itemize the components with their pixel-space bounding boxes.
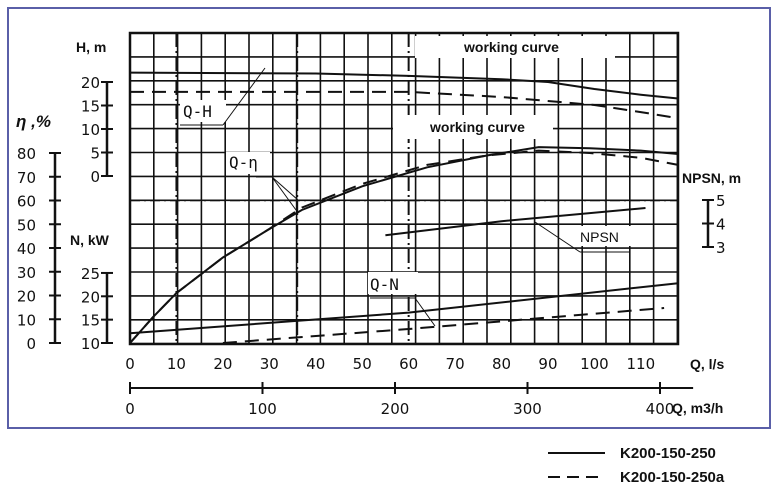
h-axis-label: H, m — [76, 39, 106, 55]
n-axis-label: N, kW — [70, 232, 110, 248]
plot-border — [128, 31, 680, 346]
npsn-axis-label: NPSN, m — [682, 170, 741, 186]
tick-label-npsn: 4 — [716, 216, 726, 234]
tick-label-q-ls: 70 — [446, 355, 465, 373]
grid — [128, 31, 680, 346]
tick-label-q-m3h: 100 — [248, 400, 277, 418]
svg-text:working curve: working curve — [429, 119, 525, 135]
tick-label-q-m3h: 400 — [646, 400, 675, 418]
series-qn-solid — [129, 282, 679, 335]
tick-label-q-ls: 10 — [167, 355, 186, 373]
tick-label-h: 15 — [81, 98, 100, 116]
tick-label-eta: 20 — [17, 288, 36, 306]
tick-label-q-ls: 80 — [492, 355, 511, 373]
tick-label-q-m3h: 0 — [125, 400, 135, 418]
tick-label-h: 20 — [81, 74, 100, 92]
svg-text:Q-N: Q-N — [370, 275, 399, 294]
tick-label-h: 5 — [90, 145, 100, 163]
series-qh-dashed — [130, 90, 679, 120]
tick-label-q-ls: 30 — [260, 355, 279, 373]
tick-label-q-ls: 40 — [306, 355, 325, 373]
svg-text:NPSN: NPSN — [580, 229, 619, 245]
tick-label-n: 15 — [81, 312, 100, 330]
tick-label-n: 20 — [81, 288, 100, 306]
legend-entry-k200-150-250a: K200-150-250a — [620, 469, 725, 486]
tick-label-eta: 30 — [17, 264, 36, 282]
tick-label-h: 10 — [81, 121, 100, 139]
tick-label-eta: 80 — [17, 145, 36, 163]
series-qn-dashed — [222, 307, 665, 344]
tick-label-n: 10 — [81, 335, 100, 353]
label-q-h: Q-H — [180, 67, 266, 126]
label-npsn: NPSN — [534, 221, 634, 253]
tick-label-eta: 60 — [17, 193, 36, 211]
annotation-working-curve-2: working curve — [393, 115, 553, 139]
legend: K200-150-250 K200-150-250a — [548, 445, 725, 486]
series-npsn-solid — [385, 207, 646, 237]
chart-frame — [7, 7, 771, 429]
tick-label-q-ls: 20 — [213, 355, 232, 373]
tick-label-eta: 10 — [17, 311, 36, 329]
series-q-dashed — [129, 149, 679, 344]
q-ls-axis-label: Q, l/s — [690, 356, 724, 372]
svg-text:Q-H: Q-H — [183, 102, 212, 121]
tick-label-eta: 50 — [17, 216, 36, 234]
tick-label-q-ls: 110 — [627, 355, 656, 373]
tick-label-q-ls: 0 — [125, 355, 135, 373]
series-layer — [129, 71, 679, 344]
tick-label-eta: 40 — [17, 240, 36, 258]
legend-entry-k200-150-250: K200-150-250 — [620, 445, 716, 462]
annotation-working-curve-1: working curve — [415, 36, 615, 58]
tick-label-eta: 70 — [17, 169, 36, 187]
tick-label-npsn: 5 — [716, 192, 726, 210]
tick-label-q-ls: 90 — [538, 355, 557, 373]
eta-axis-label: η ,% — [16, 112, 51, 131]
svg-text:working curve: working curve — [463, 39, 559, 55]
tick-label-q-m3h: 200 — [381, 400, 410, 418]
q-m3h-axis-label: Q, m3/h — [672, 400, 723, 416]
tick-label-eta: 0 — [26, 335, 36, 353]
label-q-eta: Q-η — [226, 152, 299, 211]
tick-label-n: 25 — [81, 265, 100, 283]
tick-label-npsn: 3 — [716, 239, 726, 257]
tick-label-q-ls: 50 — [353, 355, 372, 373]
label-q-n: Q-N — [368, 272, 436, 327]
series-qh-solid — [129, 71, 679, 100]
tick-label-q-ls: 100 — [580, 355, 609, 373]
tick-label-q-ls: 60 — [399, 355, 418, 373]
tick-label-q-m3h: 300 — [513, 400, 542, 418]
tick-label-h: 0 — [90, 168, 100, 186]
svg-text:Q-η: Q-η — [229, 153, 258, 172]
